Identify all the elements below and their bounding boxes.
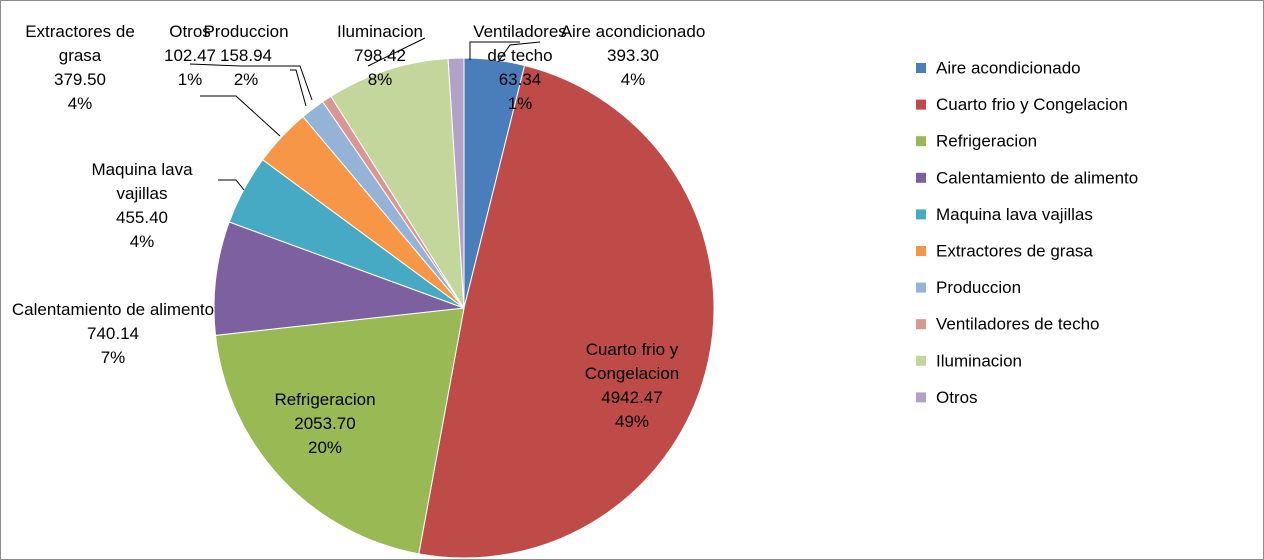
data-label-name: Maquina lava vajillas	[91, 160, 193, 203]
data-label-value: 63.34	[498, 70, 542, 89]
data-label-percent: 4%	[67, 94, 93, 113]
legend-label: Calentamiento de alimento	[936, 168, 1138, 187]
legend-swatch	[916, 63, 926, 73]
data-label: Aire acondicionado 393.30 4%	[518, 20, 748, 92]
data-label: Ventiladores de techo 63.34 1%	[465, 20, 575, 116]
legend-label: Refrigeracion	[936, 132, 1037, 151]
legend-label: Otros	[936, 388, 978, 407]
legend-swatch	[916, 392, 926, 403]
data-label-value: 393.30	[607, 46, 659, 65]
data-label-value: 379.50	[54, 70, 106, 89]
legend-label: Maquina lava vajillas	[936, 205, 1093, 224]
data-label-name: Aire acondicionado	[560, 22, 706, 41]
legend-swatch	[916, 172, 926, 183]
legend-label: Extractores de grasa	[936, 241, 1093, 260]
data-label-percent: 20%	[307, 438, 343, 457]
data-label-value: 158.94	[220, 46, 272, 65]
leader-line	[189, 63, 313, 101]
legend-swatch	[916, 246, 926, 256]
leader-line	[218, 179, 245, 191]
data-label: Refrigeracion 2053.70 20%	[245, 388, 405, 460]
data-label-name: Ventiladores de techo	[473, 22, 567, 65]
data-label-percent: 1%	[507, 94, 533, 113]
data-label-percent: 2%	[233, 70, 259, 89]
data-label-percent: 1%	[177, 70, 203, 89]
legend-label: Cuarto frio y Congelacion	[936, 95, 1128, 114]
data-label-percent: 49%	[614, 412, 650, 431]
data-label-value: 798.42	[354, 46, 406, 65]
data-label-name: Cuarto frio y Congelacion	[584, 340, 680, 383]
legend-swatch	[916, 319, 926, 330]
legend-label: Ventiladores de techo	[936, 315, 1100, 334]
legend-swatch	[916, 209, 926, 220]
legend-swatch	[916, 99, 926, 110]
legend-label: Aire acondicionado	[936, 58, 1081, 77]
pie	[213, 57, 715, 559]
data-label-percent: 4%	[620, 70, 646, 89]
data-label-name: Extractores de grasa	[25, 22, 135, 65]
data-label: Extractores de grasa 379.50 4%	[10, 20, 150, 116]
data-label-name: Calentamiento de alimento	[11, 300, 215, 319]
data-label-name: Produccion	[203, 22, 289, 41]
pie-slice	[447, 57, 465, 309]
legend-swatch	[916, 136, 926, 147]
data-label-value: 2053.70	[294, 414, 356, 433]
data-label: Calentamiento de alimento 740.14 7%	[8, 298, 218, 370]
data-label-value: 102.47	[164, 46, 216, 65]
leader-lines	[189, 37, 541, 191]
data-label-name: Iluminacion	[337, 22, 423, 41]
data-label-name: Otros	[169, 22, 211, 41]
data-label: Maquina lava vajillas 455.40 4%	[67, 158, 217, 254]
legend: Aire acondicionado Cuarto frio y Congelac…	[916, 58, 1138, 407]
pie-slice	[330, 57, 465, 309]
data-label-value: 455.40	[116, 208, 168, 227]
pie-slice	[213, 221, 465, 336]
data-label: Cuarto frio y Congelacion 4942.47 49%	[547, 338, 717, 434]
leader-line	[469, 41, 520, 60]
pie-slice	[418, 64, 715, 559]
legend-swatch	[916, 282, 926, 293]
data-label-percent: 4%	[129, 232, 155, 251]
data-label-percent: 8%	[367, 70, 393, 89]
data-label-percent: 7%	[100, 348, 126, 367]
data-label-value: 740.14	[87, 324, 139, 343]
legend-label: Iluminacion	[936, 351, 1022, 370]
legend-label: Produccion	[936, 278, 1021, 297]
pie-slice	[214, 307, 465, 555]
data-label: Produccion 158.94 2%	[196, 20, 296, 92]
leader-line	[497, 41, 541, 63]
legend-swatch	[916, 355, 926, 366]
data-label-value: 4942.47	[601, 388, 663, 407]
data-label: Otros 102.47 1%	[160, 20, 220, 92]
leader-line	[367, 37, 426, 67]
data-label: Iluminacion 798.42 8%	[320, 20, 440, 92]
data-label-name: Refrigeracion	[274, 390, 376, 409]
leader-line	[200, 95, 281, 137]
leader-line	[290, 69, 307, 107]
